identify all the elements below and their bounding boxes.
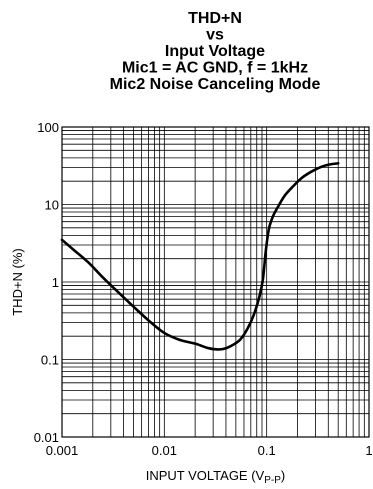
series-group bbox=[60, 162, 340, 351]
chart-grid bbox=[61, 127, 369, 438]
y-tick-labels: 0.01 0.1 1 10 100 bbox=[34, 120, 59, 445]
chart-title-line: vs bbox=[206, 27, 224, 44]
chart-title-line: Mic1 = AC GND, f = 1kHz bbox=[122, 60, 308, 77]
chart-title-line: THD+N bbox=[188, 10, 242, 27]
y-tick-label: 0.01 bbox=[34, 430, 59, 445]
y-tick-label: 100 bbox=[37, 120, 59, 135]
x-axis-label-main: INPUT VOLTAGE (V bbox=[146, 468, 265, 483]
series-line bbox=[60, 162, 340, 351]
y-tick-label: 0.1 bbox=[41, 353, 59, 368]
y-axis-label: THD+N (%) bbox=[10, 248, 25, 316]
plot-frame bbox=[61, 126, 370, 438]
x-tick-label: 0.001 bbox=[46, 443, 79, 458]
x-axis-label: INPUT VOLTAGE (VP-P) bbox=[146, 468, 285, 486]
chart-title-line: Mic2 Noise Canceling Mode bbox=[110, 76, 321, 93]
x-tick-label: 0.01 bbox=[152, 443, 177, 458]
chart-title-line: Input Voltage bbox=[165, 43, 265, 60]
x-tick-label: 1 bbox=[365, 443, 372, 458]
x-axis-label-close: ) bbox=[281, 468, 285, 483]
y-tick-label: 1 bbox=[52, 275, 59, 290]
y-tick-label: 10 bbox=[45, 198, 59, 213]
x-tick-label: 0.1 bbox=[258, 443, 276, 458]
x-axis-label-subscript: P-P bbox=[264, 475, 281, 486]
x-tick-labels: 0.001 0.01 0.1 1 bbox=[46, 443, 373, 458]
